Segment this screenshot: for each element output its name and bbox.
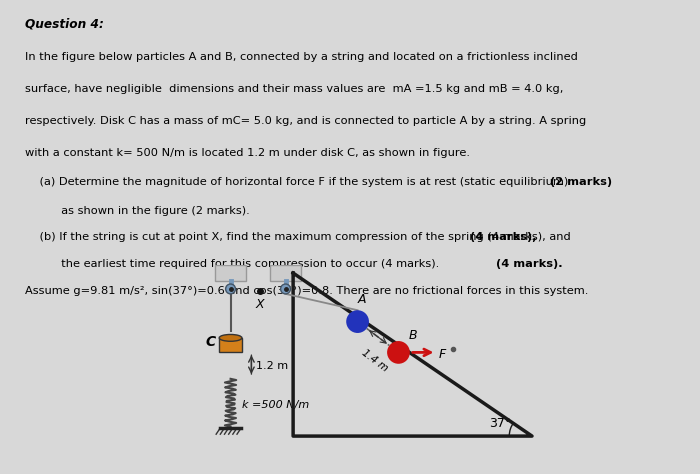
Text: (a) Determine the magnitude of horizontal force F if the system is at rest (stat: (a) Determine the magnitude of horizonta… [25,177,568,187]
Ellipse shape [219,335,242,341]
Text: Question 4:: Question 4: [25,18,104,30]
Text: 37°: 37° [489,418,511,430]
Text: 1.4 m: 1.4 m [360,347,390,374]
Text: X: X [256,299,265,311]
Text: (4 marks),: (4 marks), [470,232,536,242]
Circle shape [346,310,369,333]
Polygon shape [216,265,246,281]
Text: 1.2 m: 1.2 m [256,361,288,371]
Text: the earliest time required for this compression to occur (4 marks).: the earliest time required for this comp… [25,259,439,269]
Text: B: B [409,329,417,342]
Text: k =500 N/m: k =500 N/m [242,400,309,410]
Text: Assume g=9.81 m/s², sin(37°)=0.6 and cos(37°)=0.8. There are no frictional force: Assume g=9.81 m/s², sin(37°)=0.6 and cos… [25,285,588,295]
Circle shape [225,284,235,294]
Text: In the figure below particles A and B, connected by a string and located on a fr: In the figure below particles A and B, c… [25,52,578,62]
Text: surface, have negligible  dimensions and their mass values are  mA =1.5 kg and m: surface, have negligible dimensions and … [25,84,563,94]
Text: A: A [358,292,366,306]
Text: (2 marks): (2 marks) [550,177,612,187]
Text: as shown in the figure (2 marks).: as shown in the figure (2 marks). [25,206,249,216]
Circle shape [281,284,290,294]
Text: F: F [439,348,447,361]
Circle shape [387,341,409,364]
Polygon shape [270,265,301,281]
Text: with a constant k= 500 N/m is located 1.2 m under disk C, as shown in figure.: with a constant k= 500 N/m is located 1.… [25,147,470,157]
FancyBboxPatch shape [219,338,242,352]
Text: (4 marks).: (4 marks). [496,259,563,269]
Text: (b) If the string is cut at point X, find the maximum compression of the spring : (b) If the string is cut at point X, fin… [25,232,570,242]
Text: respectively. Disk C has a mass of mC= 5.0 kg, and is connected to particle A by: respectively. Disk C has a mass of mC= 5… [25,116,586,126]
Text: C: C [206,335,216,349]
